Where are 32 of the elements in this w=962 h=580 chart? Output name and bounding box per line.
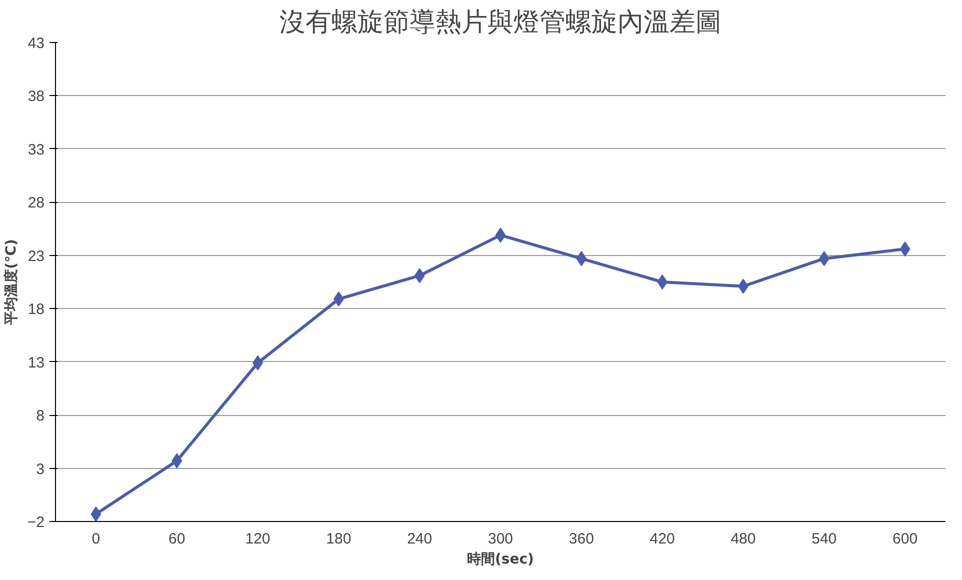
x-tick-label: 540: [812, 530, 837, 548]
y-tick-label: 13: [28, 354, 45, 372]
x-tick-label: 0: [92, 530, 100, 548]
y-tick-label: 8: [36, 408, 44, 425]
y-tick-label: 18: [28, 301, 45, 318]
y-tick-label: 23: [28, 248, 45, 265]
x-tick-label: 480: [730, 530, 756, 548]
x-tick-label: 180: [326, 530, 352, 548]
y-tick-label: 43: [28, 35, 45, 52]
point: [576, 251, 587, 266]
x-tick-label: 300: [488, 530, 514, 548]
x-tick-label: 360: [568, 530, 594, 548]
y-tick-label: 28: [28, 194, 45, 212]
y-tick-label: 33: [28, 141, 45, 158]
x-tick-label: 600: [892, 530, 918, 548]
y-tick-label: 38: [28, 88, 45, 106]
y-tick-label: 3: [36, 460, 44, 478]
x-tick-label: 240: [407, 530, 432, 548]
point: [900, 242, 910, 256]
point: [172, 453, 182, 468]
point: [90, 506, 102, 522]
point: [657, 274, 668, 290]
point: [414, 268, 425, 284]
x-tick-label: 60: [168, 530, 186, 548]
point: [495, 228, 506, 243]
x-tick-label: 420: [650, 530, 675, 548]
x-axis-title: 時間(sec): [467, 552, 534, 568]
point: [818, 251, 830, 266]
y-tick-label: −2: [27, 514, 45, 531]
y-axis-title: 平均溫度(℃): [2, 239, 20, 326]
chart-title: 沒有螺旋節導熱片與燈管螺旋內溫差圖: [280, 8, 722, 38]
x-tick-label: 120: [245, 530, 270, 548]
